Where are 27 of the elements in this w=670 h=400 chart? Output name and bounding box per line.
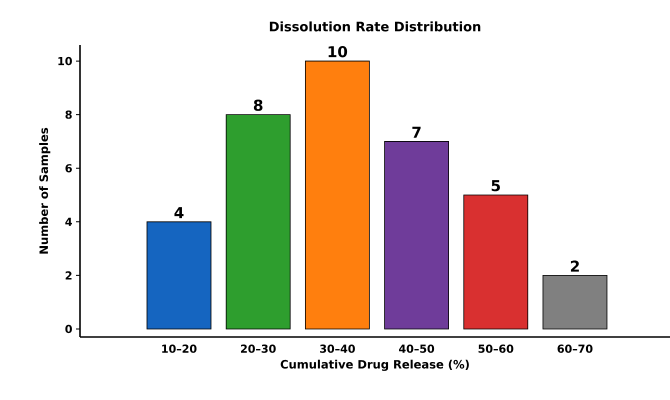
data-label: 7 [412, 126, 421, 138]
y-tick-label: 0 [65, 324, 72, 334]
y-tick-label: 10 [58, 56, 72, 66]
x-tick-label: 30–40 [320, 344, 355, 353]
x-tick-label: 40–50 [399, 344, 434, 353]
x-tick-label: 60–70 [558, 344, 592, 353]
data-label: 4 [174, 207, 184, 218]
x-tick-label: 10–20 [162, 344, 197, 353]
bar [463, 194, 528, 330]
data-label: 10 [328, 46, 348, 58]
y-tick-label: 2 [66, 271, 72, 280]
bar [146, 221, 212, 330]
bar [226, 114, 291, 330]
data-label: 5 [492, 180, 500, 192]
y-axis-title: Number of Samples [39, 128, 50, 254]
data-label: 8 [254, 100, 262, 111]
bar [542, 274, 608, 330]
bar [304, 60, 370, 330]
y-tick-label: 8 [65, 110, 72, 119]
x-axis-title: Cumulative Drug Release (%) [280, 360, 469, 371]
chart-title: Dissolution Rate Distribution [270, 21, 480, 32]
y-tick-label: 4 [65, 218, 72, 226]
data-label: 2 [570, 260, 579, 272]
y-tick-label: 6 [65, 164, 72, 172]
x-tick-label: 50–60 [478, 344, 514, 353]
bar [384, 141, 449, 330]
x-tick-label: 20–30 [240, 344, 276, 353]
